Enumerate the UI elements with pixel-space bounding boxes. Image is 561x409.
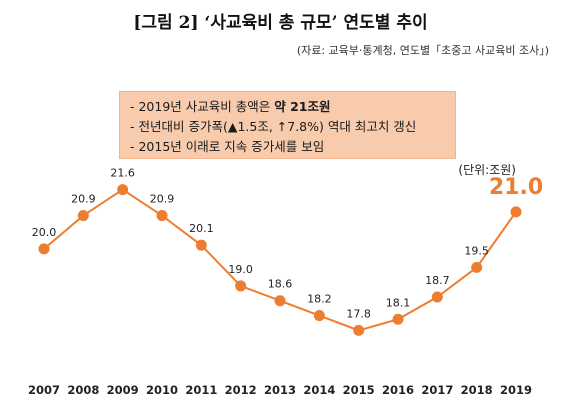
x-tick-2017: 2017 xyxy=(421,383,453,397)
data-label-2019: 21.0 xyxy=(489,175,543,200)
data-label-2009: 21.6 xyxy=(110,167,135,180)
data-label-2015: 17.8 xyxy=(346,307,371,320)
summary-line-3: - 2015년 이래로 지속 증가세를 보임 xyxy=(130,139,325,154)
data-point-2013 xyxy=(274,295,286,307)
x-tick-2016: 2016 xyxy=(382,383,414,397)
x-tick-2015: 2015 xyxy=(343,383,375,397)
x-tick-2014: 2014 xyxy=(303,383,335,397)
series-line xyxy=(43,188,517,332)
summary-line-1-prefix: - 2019년 사교육비 총액은 xyxy=(130,99,275,114)
summary-box: - 2019년 사교육비 총액은 약 21조원 - 전년대비 증가폭(▲1.5조… xyxy=(119,91,456,159)
data-label-2014: 18.2 xyxy=(307,293,332,306)
x-tick-2008: 2008 xyxy=(67,383,99,397)
data-label-2007: 20.0 xyxy=(32,226,57,239)
data-point-2010 xyxy=(156,210,168,222)
data-point-2011 xyxy=(195,239,207,251)
unit-label: (단위:조원) xyxy=(458,163,516,177)
x-tick-2011: 2011 xyxy=(185,383,217,397)
data-point-2019 xyxy=(510,206,522,218)
summary-line-2: - 전년대비 증가폭(▲1.5조, ↑7.8%) 역대 최고치 갱신 xyxy=(130,119,417,134)
summary-line-1: - 2019년 사교육비 총액은 약 21조원 xyxy=(130,96,330,115)
data-label-2011: 20.1 xyxy=(189,222,214,235)
data-label-2013: 18.6 xyxy=(268,278,293,291)
data-label-2012: 19.0 xyxy=(228,263,253,276)
data-point-2009 xyxy=(117,184,129,196)
x-tick-2012: 2012 xyxy=(225,383,257,397)
source-note: (자료: 교육부·통계청, 연도별「초중고 사교육비 조사」) xyxy=(296,44,549,57)
x-tick-2019: 2019 xyxy=(500,383,532,397)
x-tick-2010: 2010 xyxy=(146,383,178,397)
data-point-2012 xyxy=(235,280,247,292)
data-point-2014 xyxy=(313,310,325,322)
data-point-2016 xyxy=(392,313,404,325)
x-tick-2007: 2007 xyxy=(28,383,60,397)
data-point-2015 xyxy=(353,324,365,336)
x-tick-2013: 2013 xyxy=(264,383,296,397)
data-point-2018 xyxy=(471,261,483,273)
data-label-2018: 19.5 xyxy=(464,244,489,257)
data-label-2017: 18.7 xyxy=(425,274,450,287)
summary-line-1-bold: 약 21조원 xyxy=(274,99,331,114)
data-label-2016: 18.1 xyxy=(386,296,411,309)
data-point-2017 xyxy=(431,291,443,303)
chart-title: [그림 2] ‘사교육비 총 규모’ 연도별 추이 xyxy=(133,13,428,33)
data-label-2010: 20.9 xyxy=(150,193,175,206)
x-tick-2018: 2018 xyxy=(461,383,493,397)
data-label-2008: 20.9 xyxy=(71,193,96,206)
data-point-2008 xyxy=(77,210,89,222)
data-point-2007 xyxy=(38,243,50,255)
x-tick-2009: 2009 xyxy=(107,383,139,397)
